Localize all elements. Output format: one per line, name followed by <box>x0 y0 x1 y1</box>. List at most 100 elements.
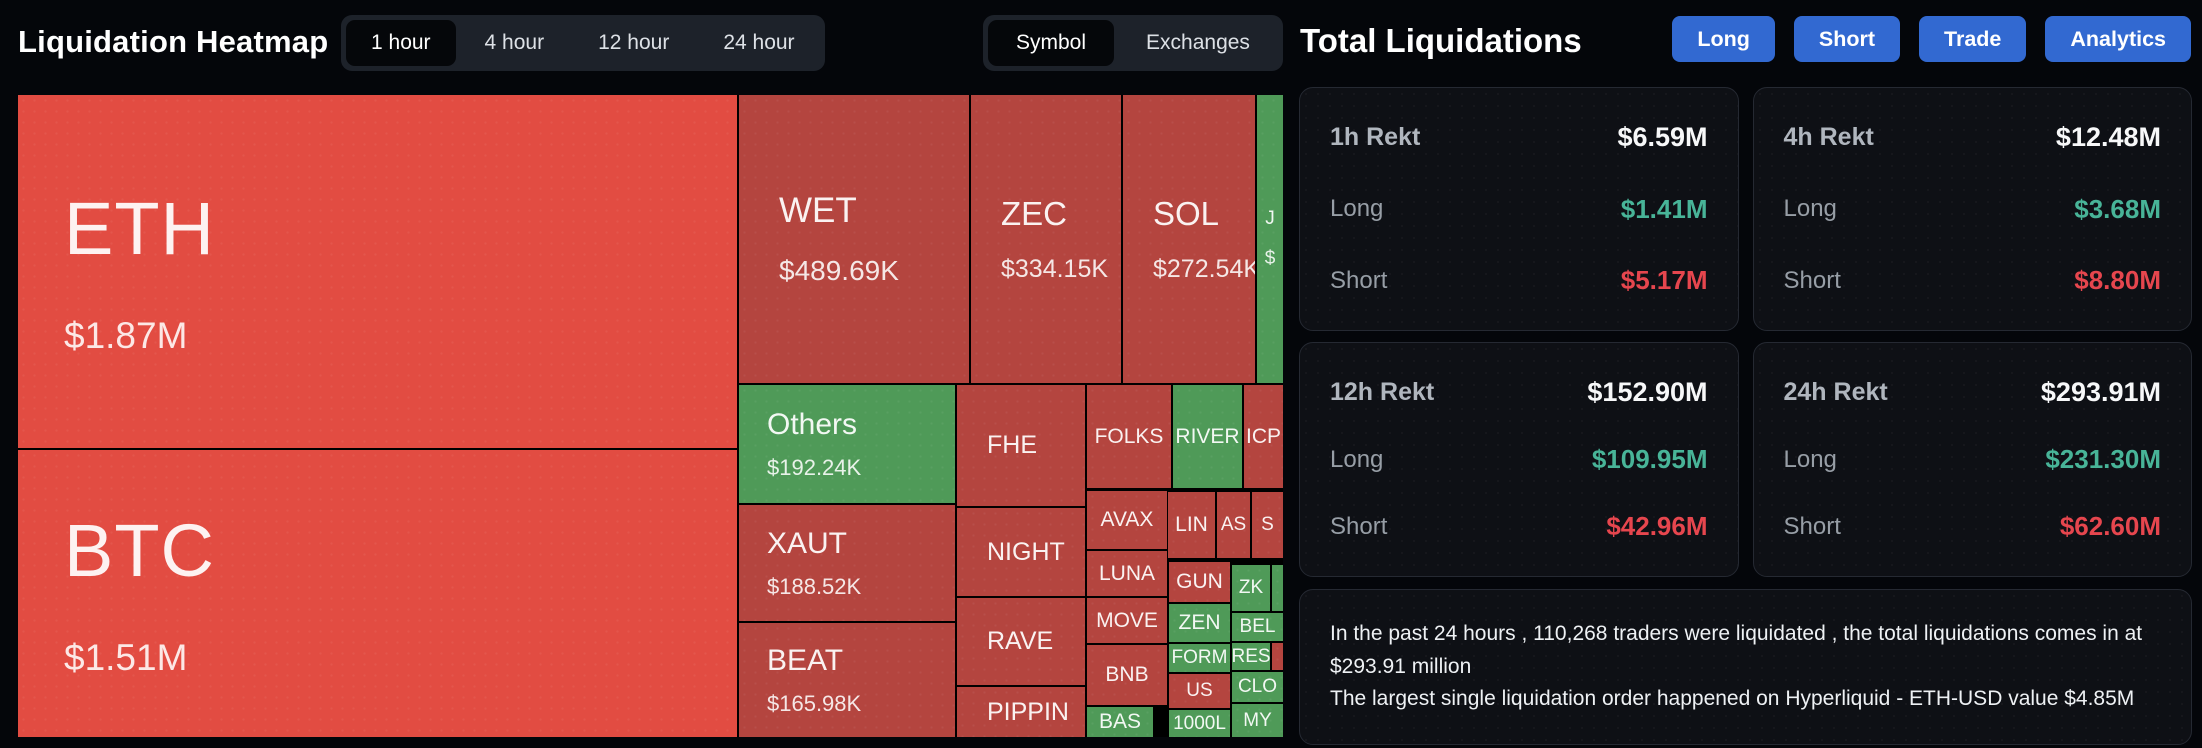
cell-symbol: ICP <box>1245 424 1281 448</box>
cell-symbol: FHE <box>987 431 1037 459</box>
cell-value: $489.69K <box>779 255 899 286</box>
stat-short-label: Short <box>1783 266 1841 294</box>
cell-symbol: BNB <box>1105 663 1149 686</box>
treemap-cell-sol[interactable]: SOL $272.54K <box>1123 95 1255 383</box>
stat-short-label: Short <box>1330 266 1388 294</box>
button-long[interactable]: Long <box>1672 16 1775 62</box>
cell-symbol: MOVE <box>1096 608 1158 632</box>
cell-symbol: BEAT <box>767 643 844 677</box>
treemap-cell-1000l[interactable]: 1000L <box>1169 710 1230 737</box>
treemap-cell-move[interactable]: MOVE <box>1087 598 1167 643</box>
button-trade[interactable]: Trade <box>1919 16 2027 62</box>
treemap-cell-zk[interactable]: ZK <box>1232 565 1270 611</box>
stat-title: 1h Rekt <box>1330 123 1421 151</box>
tab-24-hour[interactable]: 24 hour <box>698 20 819 66</box>
button-short[interactable]: Short <box>1793 16 1901 62</box>
cell-symbol: RAVE <box>987 627 1054 655</box>
treemap-cell-icp[interactable]: ICP <box>1244 385 1283 488</box>
cell-value: $1.51M <box>64 637 188 678</box>
stat-card-12h-rekt: 12h Rekt $152.90M Long $109.95M Short $42.96M <box>1299 342 1739 577</box>
treemap-cell-fhe[interactable]: FHE <box>957 385 1085 506</box>
treemap-cell-bas[interactable]: BAS <box>1087 707 1153 737</box>
cell-symbol: SOL <box>1153 194 1220 232</box>
cell-symbol: CLO <box>1237 676 1278 697</box>
treemap-cell-bnb[interactable]: BNB <box>1087 645 1167 705</box>
stat-long-label: Long <box>1330 445 1384 473</box>
treemap-cell-rave[interactable]: RAVE <box>957 598 1085 685</box>
treemap-cell-as[interactable]: AS <box>1217 492 1250 558</box>
cell-symbol: RES <box>1232 645 1270 667</box>
treemap-cell-res[interactable]: RES <box>1232 643 1270 670</box>
cell-symbol: BEL <box>1239 616 1276 637</box>
tab-1-hour[interactable]: 1 hour <box>346 20 456 66</box>
cell-symbol: US <box>1186 680 1213 701</box>
treemap-cell-others[interactable]: Others $192.24K <box>739 385 955 503</box>
treemap-cell-river[interactable]: RIVER <box>1173 385 1242 488</box>
cell-value: $272.54K <box>1153 254 1255 283</box>
treemap-cell-wet[interactable]: WET $489.69K <box>739 95 969 383</box>
stats-panel: 1h Rekt $6.59M Long $1.41M Short $5.17M 4h Rek… <box>1299 87 2192 745</box>
stat-long-label: Long <box>1783 445 1837 473</box>
summary-line-1: In the past 24 hours , 110,268 traders w… <box>1330 622 2143 678</box>
treemap-cell-bel[interactable]: BEL <box>1232 613 1283 641</box>
treemap-cell-btc[interactable]: BTC $1.51M <box>18 450 737 737</box>
stat-long-value: $1.41M <box>1620 193 1708 224</box>
cell-symbol: MY <box>1243 709 1272 731</box>
cell-symbol: LIN <box>1175 513 1208 536</box>
stat-title: 4h Rekt <box>1783 123 1874 151</box>
summary-line-2: The largest single liquidation order hap… <box>1330 687 2135 711</box>
cell-value: $188.52K <box>767 573 862 599</box>
treemap-cell-clo[interactable]: CLO <box>1232 672 1283 702</box>
treemap-cell-sliver-top[interactable] <box>1272 565 1283 611</box>
cell-symbol: LUNA <box>1098 561 1156 585</box>
page-title: Liquidation Heatmap <box>18 24 329 59</box>
cell-symbol: J <box>1265 208 1275 229</box>
tab-symbol[interactable]: Symbol <box>988 20 1115 66</box>
action-buttons: Long Short Trade Analytics <box>1672 16 2191 62</box>
stat-total-value: $293.91M <box>2040 377 2161 407</box>
symbol-exchange-toggle: Symbol Exchanges <box>983 15 1283 71</box>
treemap-cell-sliver-mid[interactable] <box>1272 643 1283 670</box>
cell-symbol: FORM <box>1171 647 1228 668</box>
treemap-cell-zen[interactable]: ZEN <box>1169 604 1230 642</box>
treemap-cell-eth[interactable]: ETH $1.87M <box>18 95 737 448</box>
treemap-cell-night[interactable]: NIGHT <box>957 508 1085 596</box>
treemap-cell-folks[interactable]: FOLKS <box>1087 385 1171 488</box>
stat-short-label: Short <box>1783 512 1841 540</box>
total-liquidations-title: Total Liquidations <box>1300 22 1582 59</box>
button-analytics[interactable]: Analytics <box>2045 16 2191 62</box>
treemap-cell-my[interactable]: MY <box>1232 704 1283 737</box>
cell-symbol: XAUT <box>767 526 848 560</box>
tab-exchanges[interactable]: Exchanges <box>1118 20 1278 66</box>
stat-total-value: $6.59M <box>1617 122 1708 152</box>
cell-symbol: S <box>1261 514 1274 535</box>
treemap-cell-s[interactable]: S <box>1252 492 1283 558</box>
stat-card-24h-rekt: 24h Rekt $293.91M Long $231.30M Short $62.60M <box>1752 342 2192 577</box>
stat-long-value: $109.95M <box>1591 444 1708 474</box>
cell-symbol: AVAX <box>1100 508 1154 531</box>
cell-value: $1.87M <box>64 315 188 356</box>
cell-value: $192.24K <box>767 454 862 480</box>
treemap-cell-zec[interactable]: ZEC $334.15K <box>971 95 1121 383</box>
treemap-cell-gun[interactable]: GUN <box>1169 562 1230 602</box>
stat-title: 12h Rekt <box>1330 378 1435 406</box>
stat-total-value: $152.90M <box>1587 377 1708 407</box>
tab-12-hour[interactable]: 12 hour <box>573 20 694 66</box>
treemap-cell-pippin[interactable]: PIPPIN <box>957 687 1085 737</box>
stat-short-value: $5.17M <box>1620 265 1708 295</box>
treemap-cell-beat[interactable]: BEAT $165.98K <box>739 623 955 737</box>
treemap-cell-j[interactable]: J $ <box>1257 95 1283 383</box>
treemap-cell-xaut[interactable]: XAUT $188.52K <box>739 505 955 621</box>
cell-symbol: NIGHT <box>987 537 1065 566</box>
treemap-cell-form[interactable]: FORM <box>1169 644 1230 672</box>
treemap-cell-luna[interactable]: LUNA <box>1087 551 1167 596</box>
treemap-cell-avax[interactable]: AVAX <box>1087 491 1167 549</box>
stat-card-1h-rekt: 1h Rekt $6.59M Long $1.41M Short $5.17M <box>1299 87 1739 331</box>
timeframe-tabs: 1 hour 4 hour 12 hour 24 hour <box>341 15 825 71</box>
treemap-cell-lin[interactable]: LIN <box>1168 492 1215 558</box>
cell-symbol: BAS <box>1098 710 1142 733</box>
cell-symbol: ZK <box>1238 577 1264 598</box>
stat-long-label: Long <box>1783 195 1837 222</box>
tab-4-hour[interactable]: 4 hour <box>460 20 570 66</box>
treemap-cell-us[interactable]: US <box>1169 674 1230 708</box>
